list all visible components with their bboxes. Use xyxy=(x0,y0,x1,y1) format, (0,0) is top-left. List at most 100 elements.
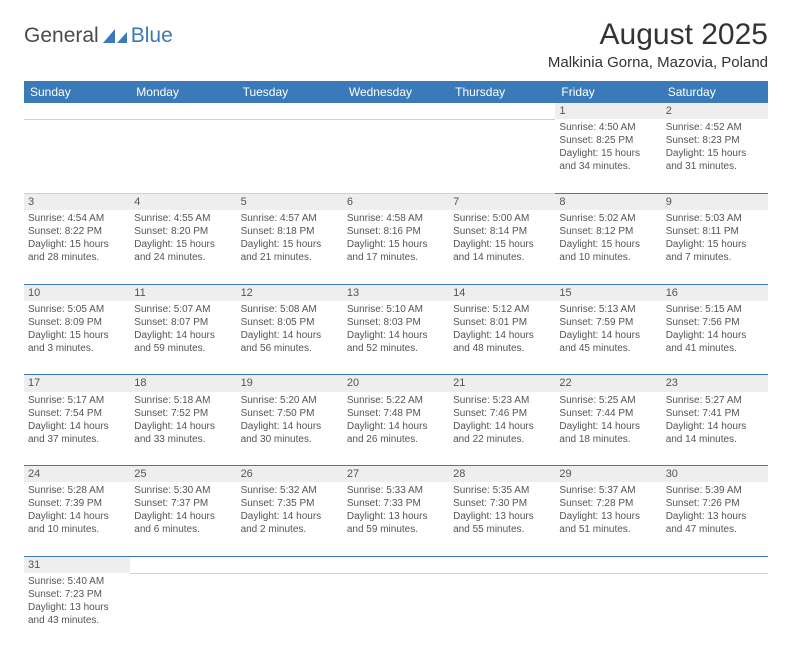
day-number-cell: 8 xyxy=(555,193,661,210)
daylight-text: and 14 minutes. xyxy=(453,251,551,264)
daylight-text: and 2 minutes. xyxy=(241,523,339,536)
day-number-cell: 16 xyxy=(662,284,768,301)
daylight-text: Daylight: 15 hours xyxy=(28,329,126,342)
day-number-cell: 14 xyxy=(449,284,555,301)
daylight-text: and 3 minutes. xyxy=(28,342,126,355)
title-area: August 2025 Malkinia Gorna, Mazovia, Pol… xyxy=(548,18,768,71)
day-number-cell: 12 xyxy=(237,284,343,301)
day-cell: Sunrise: 5:12 AMSunset: 8:01 PMDaylight:… xyxy=(449,301,555,375)
daylight-text: and 55 minutes. xyxy=(453,523,551,536)
day-cell: Sunrise: 5:32 AMSunset: 7:35 PMDaylight:… xyxy=(237,482,343,556)
sunrise-text: Sunrise: 5:33 AM xyxy=(347,484,445,497)
daylight-text: and 51 minutes. xyxy=(559,523,657,536)
daylight-text: Daylight: 15 hours xyxy=(241,238,339,251)
sunrise-text: Sunrise: 5:30 AM xyxy=(134,484,232,497)
daylight-text: and 28 minutes. xyxy=(28,251,126,264)
day-number-cell: 17 xyxy=(24,375,130,392)
daylight-text: Daylight: 15 hours xyxy=(347,238,445,251)
sunset-text: Sunset: 8:07 PM xyxy=(134,316,232,329)
sunrise-text: Sunrise: 5:07 AM xyxy=(134,303,232,316)
day-cell: Sunrise: 4:52 AMSunset: 8:23 PMDaylight:… xyxy=(662,119,768,193)
day-number-cell: 29 xyxy=(555,466,661,483)
daylight-text: and 43 minutes. xyxy=(28,614,126,627)
daylight-text: and 21 minutes. xyxy=(241,251,339,264)
day-number-cell: 30 xyxy=(662,466,768,483)
sunrise-text: Sunrise: 5:05 AM xyxy=(28,303,126,316)
day-cell: Sunrise: 5:23 AMSunset: 7:46 PMDaylight:… xyxy=(449,392,555,466)
daylight-text: Daylight: 15 hours xyxy=(28,238,126,251)
day-cell xyxy=(237,573,343,647)
day-number-cell: 27 xyxy=(343,466,449,483)
daylight-text: Daylight: 13 hours xyxy=(347,510,445,523)
daylight-text: Daylight: 14 hours xyxy=(28,420,126,433)
day-cell xyxy=(449,573,555,647)
daylight-text: and 17 minutes. xyxy=(347,251,445,264)
day-number-cell: 2 xyxy=(662,103,768,119)
sunrise-text: Sunrise: 5:25 AM xyxy=(559,394,657,407)
day-cell: Sunrise: 4:57 AMSunset: 8:18 PMDaylight:… xyxy=(237,210,343,284)
day-cell: Sunrise: 5:02 AMSunset: 8:12 PMDaylight:… xyxy=(555,210,661,284)
day-cell xyxy=(343,119,449,193)
day-number-cell: 31 xyxy=(24,556,130,573)
daylight-text: and 59 minutes. xyxy=(347,523,445,536)
daylight-text: Daylight: 14 hours xyxy=(241,510,339,523)
day-cell: Sunrise: 5:33 AMSunset: 7:33 PMDaylight:… xyxy=(343,482,449,556)
day-number-cell: 1 xyxy=(555,103,661,119)
sunset-text: Sunset: 8:11 PM xyxy=(666,225,764,238)
day-number-cell xyxy=(449,556,555,573)
sunset-text: Sunset: 7:28 PM xyxy=(559,497,657,510)
weekday-header: Saturday xyxy=(662,81,768,103)
sunrise-text: Sunrise: 4:50 AM xyxy=(559,121,657,134)
day-number-cell: 18 xyxy=(130,375,236,392)
daylight-text: Daylight: 15 hours xyxy=(559,147,657,160)
location: Malkinia Gorna, Mazovia, Poland xyxy=(548,54,768,71)
day-cell: Sunrise: 5:25 AMSunset: 7:44 PMDaylight:… xyxy=(555,392,661,466)
daylight-text: Daylight: 13 hours xyxy=(559,510,657,523)
sunset-text: Sunset: 7:41 PM xyxy=(666,407,764,420)
logo-text-general: General xyxy=(24,24,99,48)
day-cell: Sunrise: 5:22 AMSunset: 7:48 PMDaylight:… xyxy=(343,392,449,466)
daylight-text: and 31 minutes. xyxy=(666,160,764,173)
logo-text-blue: Blue xyxy=(131,24,173,48)
daylight-text: Daylight: 14 hours xyxy=(666,329,764,342)
sunset-text: Sunset: 7:48 PM xyxy=(347,407,445,420)
day-number-cell: 21 xyxy=(449,375,555,392)
sunrise-text: Sunrise: 4:58 AM xyxy=(347,212,445,225)
sunrise-text: Sunrise: 5:28 AM xyxy=(28,484,126,497)
sunset-text: Sunset: 7:44 PM xyxy=(559,407,657,420)
day-number-cell xyxy=(343,103,449,119)
daylight-text: Daylight: 14 hours xyxy=(347,420,445,433)
daylight-text: and 30 minutes. xyxy=(241,433,339,446)
day-cell: Sunrise: 5:17 AMSunset: 7:54 PMDaylight:… xyxy=(24,392,130,466)
sunrise-text: Sunrise: 5:35 AM xyxy=(453,484,551,497)
daylight-text: Daylight: 14 hours xyxy=(347,329,445,342)
daylight-text: Daylight: 14 hours xyxy=(134,420,232,433)
day-number-cell: 3 xyxy=(24,193,130,210)
daylight-text: Daylight: 14 hours xyxy=(559,420,657,433)
sunrise-text: Sunrise: 5:20 AM xyxy=(241,394,339,407)
day-cell: Sunrise: 5:13 AMSunset: 7:59 PMDaylight:… xyxy=(555,301,661,375)
day-cell: Sunrise: 5:30 AMSunset: 7:37 PMDaylight:… xyxy=(130,482,236,556)
day-cell: Sunrise: 5:00 AMSunset: 8:14 PMDaylight:… xyxy=(449,210,555,284)
day-cell: Sunrise: 5:20 AMSunset: 7:50 PMDaylight:… xyxy=(237,392,343,466)
sunrise-text: Sunrise: 5:22 AM xyxy=(347,394,445,407)
sunset-text: Sunset: 7:39 PM xyxy=(28,497,126,510)
sunset-text: Sunset: 8:16 PM xyxy=(347,225,445,238)
sunset-text: Sunset: 8:14 PM xyxy=(453,225,551,238)
daylight-text: and 10 minutes. xyxy=(28,523,126,536)
day-number-cell xyxy=(237,556,343,573)
day-number-cell: 20 xyxy=(343,375,449,392)
daylight-text: and 52 minutes. xyxy=(347,342,445,355)
daylight-text: and 47 minutes. xyxy=(666,523,764,536)
day-cell: Sunrise: 5:28 AMSunset: 7:39 PMDaylight:… xyxy=(24,482,130,556)
daylight-text: and 34 minutes. xyxy=(559,160,657,173)
daylight-text: and 14 minutes. xyxy=(666,433,764,446)
day-number-cell xyxy=(343,556,449,573)
day-cell: Sunrise: 4:55 AMSunset: 8:20 PMDaylight:… xyxy=(130,210,236,284)
day-number-cell xyxy=(24,103,130,119)
day-number-cell: 11 xyxy=(130,284,236,301)
sunset-text: Sunset: 7:23 PM xyxy=(28,588,126,601)
sunrise-text: Sunrise: 4:55 AM xyxy=(134,212,232,225)
sunrise-text: Sunrise: 5:03 AM xyxy=(666,212,764,225)
sunrise-text: Sunrise: 4:57 AM xyxy=(241,212,339,225)
